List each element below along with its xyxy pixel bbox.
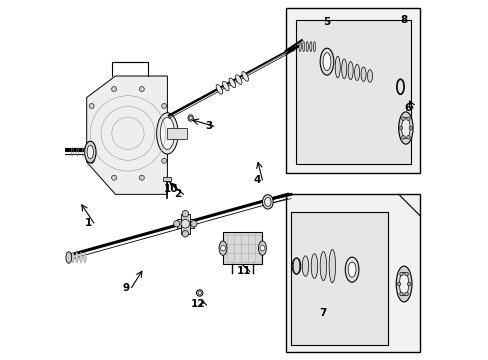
Circle shape xyxy=(408,126,412,130)
Ellipse shape xyxy=(219,241,226,255)
Circle shape xyxy=(407,282,410,286)
Ellipse shape xyxy=(398,112,412,144)
Circle shape xyxy=(162,158,166,163)
Text: 12: 12 xyxy=(190,299,204,309)
Text: 7: 7 xyxy=(319,308,326,318)
Ellipse shape xyxy=(305,41,308,51)
Text: 11: 11 xyxy=(237,266,251,276)
Circle shape xyxy=(181,220,189,228)
Ellipse shape xyxy=(360,67,366,81)
Text: 5: 5 xyxy=(323,17,330,27)
Ellipse shape xyxy=(71,252,74,262)
Circle shape xyxy=(111,175,116,180)
Ellipse shape xyxy=(345,257,358,282)
Circle shape xyxy=(396,282,400,286)
Bar xyxy=(296,21,410,164)
Circle shape xyxy=(139,86,144,91)
Ellipse shape xyxy=(347,262,355,277)
Ellipse shape xyxy=(399,273,408,296)
Text: 3: 3 xyxy=(204,121,212,131)
Ellipse shape xyxy=(323,53,330,71)
Bar xyxy=(163,177,171,181)
Ellipse shape xyxy=(242,72,248,81)
Ellipse shape xyxy=(335,56,340,78)
Ellipse shape xyxy=(309,41,311,51)
Ellipse shape xyxy=(293,258,299,274)
Circle shape xyxy=(406,135,409,139)
Circle shape xyxy=(401,117,405,121)
Circle shape xyxy=(139,175,144,180)
Circle shape xyxy=(406,117,409,121)
Ellipse shape xyxy=(76,252,78,262)
Circle shape xyxy=(89,158,94,163)
Bar xyxy=(285,8,419,173)
Ellipse shape xyxy=(320,48,333,75)
Ellipse shape xyxy=(310,254,317,278)
Ellipse shape xyxy=(156,113,178,154)
Ellipse shape xyxy=(182,211,188,217)
Text: 4: 4 xyxy=(253,175,260,185)
Ellipse shape xyxy=(320,252,326,280)
Circle shape xyxy=(404,272,407,276)
Circle shape xyxy=(220,246,225,251)
Ellipse shape xyxy=(190,221,197,227)
Ellipse shape xyxy=(173,221,180,227)
Text: 1: 1 xyxy=(85,218,92,228)
Circle shape xyxy=(399,272,403,276)
Bar xyxy=(223,232,262,264)
Circle shape xyxy=(399,292,403,296)
Bar xyxy=(181,214,189,234)
Ellipse shape xyxy=(87,145,93,159)
Ellipse shape xyxy=(258,241,266,255)
Ellipse shape xyxy=(160,117,174,149)
Bar xyxy=(167,128,187,139)
Ellipse shape xyxy=(189,116,192,120)
Ellipse shape xyxy=(302,41,304,51)
Ellipse shape xyxy=(66,252,72,263)
Ellipse shape xyxy=(198,291,201,294)
Ellipse shape xyxy=(196,290,203,296)
Ellipse shape xyxy=(80,252,82,262)
Circle shape xyxy=(401,135,405,139)
Circle shape xyxy=(89,103,94,108)
Ellipse shape xyxy=(264,197,270,206)
Ellipse shape xyxy=(222,81,229,91)
Text: 9: 9 xyxy=(122,283,129,293)
Circle shape xyxy=(111,86,116,91)
Ellipse shape xyxy=(262,195,273,209)
Ellipse shape xyxy=(347,62,352,80)
Text: 10: 10 xyxy=(163,184,178,194)
Ellipse shape xyxy=(395,266,411,302)
Circle shape xyxy=(162,103,166,108)
Ellipse shape xyxy=(298,41,301,51)
Ellipse shape xyxy=(367,70,372,82)
Polygon shape xyxy=(86,76,167,194)
Bar xyxy=(176,220,194,228)
Bar xyxy=(285,194,419,352)
Ellipse shape xyxy=(341,59,346,79)
Text: 6: 6 xyxy=(403,103,410,113)
Text: 8: 8 xyxy=(400,15,407,26)
Circle shape xyxy=(404,292,407,296)
Ellipse shape xyxy=(216,84,222,94)
Ellipse shape xyxy=(187,115,193,121)
Ellipse shape xyxy=(401,118,409,138)
Ellipse shape xyxy=(83,252,86,262)
Ellipse shape xyxy=(235,75,242,85)
Ellipse shape xyxy=(84,141,96,163)
Ellipse shape xyxy=(302,256,308,276)
Bar xyxy=(290,212,387,345)
Ellipse shape xyxy=(354,64,359,81)
Ellipse shape xyxy=(182,230,188,237)
Ellipse shape xyxy=(313,41,315,51)
Ellipse shape xyxy=(328,249,335,283)
Text: 2: 2 xyxy=(174,189,182,199)
Ellipse shape xyxy=(228,78,235,88)
Circle shape xyxy=(398,126,402,130)
Circle shape xyxy=(260,246,264,251)
Ellipse shape xyxy=(67,252,70,262)
